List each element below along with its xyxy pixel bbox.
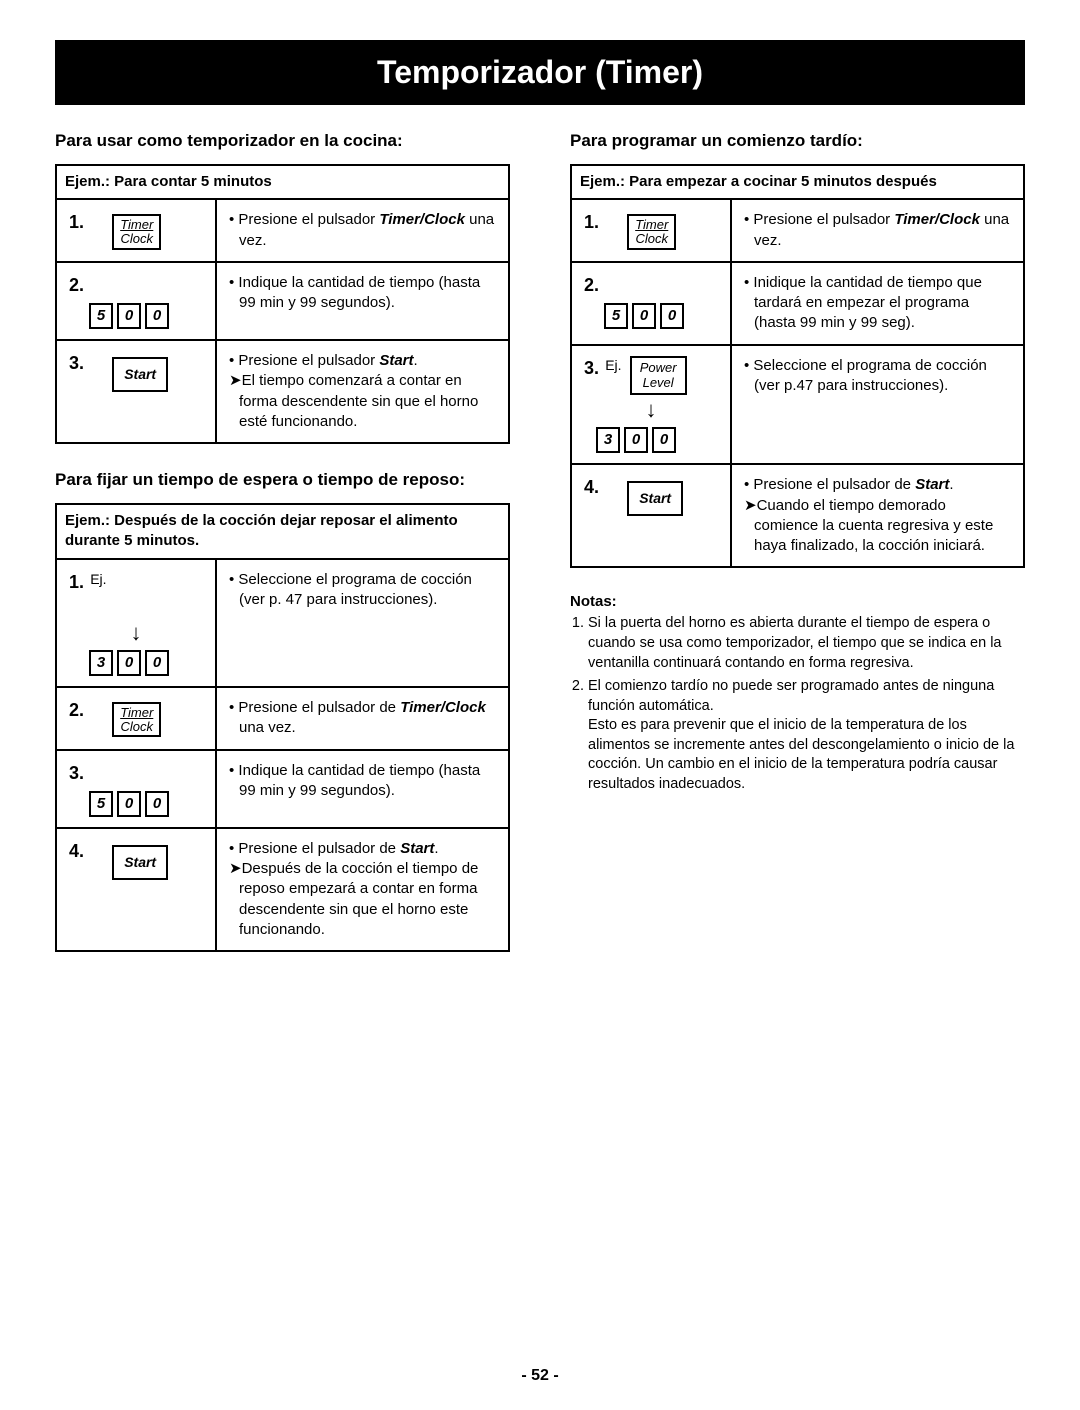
start-button: Start <box>112 845 168 880</box>
columns: Para usar como temporizador en la cocina… <box>55 130 1025 977</box>
section-c-table: 1. TimerClock • Presione el pulsador Tim… <box>570 198 1025 568</box>
down-arrow-icon: ↓ <box>584 399 718 421</box>
notes-heading: Notas: <box>570 593 1025 610</box>
table-row: 4. Start • Presione el pulsador de Start… <box>571 464 1024 567</box>
notes-list: Si la puerta del horno es abierta durant… <box>570 614 1025 794</box>
step-desc: • Inidique la cantidad de tiempo que tar… <box>731 262 1024 345</box>
section-a-heading: Para usar como temporizador en la cocina… <box>55 130 510 152</box>
section-b-caption: Ejem.: Después de la cocción dejar repos… <box>55 503 510 558</box>
digit-pad: 500 <box>89 303 203 329</box>
step-number: 2. <box>584 273 599 297</box>
table-row: 3. Ej. PowerLevel ↓ 300 • Seleccione el … <box>571 345 1024 465</box>
ej-label: Ej. <box>90 571 106 587</box>
step-desc: • Presione el pulsador de Timer/Clock un… <box>216 687 509 750</box>
step-number: 2. <box>69 273 84 297</box>
section-c-caption: Ejem.: Para empezar a cocinar 5 minutos … <box>570 164 1025 198</box>
page-title: Temporizador (Timer) <box>55 40 1025 105</box>
list-item: El comienzo tardío no puede ser programa… <box>588 677 1025 794</box>
section-b-heading: Para fijar un tiempo de espera o tiempo … <box>55 469 510 491</box>
step-number: 2. <box>69 698 84 722</box>
step-desc: • Presione el pulsador Timer/Clock una v… <box>731 199 1024 262</box>
step-number: 1. <box>69 570 84 594</box>
section-a-caption: Ejem.: Para contar 5 minutos <box>55 164 510 198</box>
power-level-button: PowerLevel <box>630 356 687 396</box>
table-row: 1. Ej. ↓ 300 • Seleccione el programa de… <box>56 559 509 687</box>
step-desc: • Seleccione el programa de cocción (ver… <box>216 559 509 687</box>
step-desc: • Seleccione el programa de cocción (ver… <box>731 345 1024 465</box>
section-c-heading: Para programar un comienzo tardío: <box>570 130 1025 152</box>
table-row: 1. TimerClock • Presione el pulsador Tim… <box>56 199 509 262</box>
step-number: 4. <box>584 475 599 499</box>
step-desc: • Presione el pulsador Start. ➤El tiempo… <box>216 340 509 443</box>
list-item: Si la puerta del horno es abierta durant… <box>588 614 1025 673</box>
step-desc: • Presione el pulsador de Start. ➤Despué… <box>216 828 509 951</box>
step-desc: • Presione el pulsador Timer/Clock una v… <box>216 199 509 262</box>
start-button: Start <box>627 481 683 516</box>
page-number: - 52 - <box>0 1367 1080 1385</box>
step-desc: • Presione el pulsador de Start. ➤Cuando… <box>731 464 1024 567</box>
table-row: 3. Start • Presione el pulsador Start. ➤… <box>56 340 509 443</box>
down-arrow-icon: ↓ <box>69 622 203 644</box>
digit-pad: 300 <box>596 427 718 453</box>
timer-clock-button: TimerClock <box>627 214 676 249</box>
table-row: 2. 500 • Inidique la cantidad de tiempo … <box>571 262 1024 345</box>
step-desc: • Indique la cantidad de tiempo (hasta 9… <box>216 262 509 340</box>
section-a-table: 1. TimerClock • Presione el pulsador Tim… <box>55 198 510 444</box>
step-number: 1. <box>584 210 599 234</box>
digit-pad: 300 <box>89 650 203 676</box>
right-column: Para programar un comienzo tardío: Ejem.… <box>570 130 1025 977</box>
step-number: 3. <box>69 761 84 785</box>
step-number: 1. <box>69 210 84 234</box>
table-row: 2. TimerClock • Presione el pulsador de … <box>56 687 509 750</box>
table-row: 4. Start • Presione el pulsador de Start… <box>56 828 509 951</box>
step-number: 4. <box>69 839 84 863</box>
step-desc: • Indique la cantidad de tiempo (hasta 9… <box>216 750 509 828</box>
step-number: 3. <box>584 356 599 380</box>
start-button: Start <box>112 357 168 392</box>
left-column: Para usar como temporizador en la cocina… <box>55 130 510 977</box>
digit-pad: 500 <box>604 303 718 329</box>
table-row: 2. 500 • Indique la cantidad de tiempo (… <box>56 262 509 340</box>
step-number: 3. <box>69 351 84 375</box>
digit-pad: 500 <box>89 791 203 817</box>
timer-clock-button: TimerClock <box>112 214 161 249</box>
table-row: 1. TimerClock • Presione el pulsador Tim… <box>571 199 1024 262</box>
table-row: 3. 500 • Indique la cantidad de tiempo (… <box>56 750 509 828</box>
ej-label: Ej. <box>605 357 621 373</box>
timer-clock-button: TimerClock <box>112 702 161 737</box>
section-b-table: 1. Ej. ↓ 300 • Seleccione el programa de… <box>55 558 510 952</box>
